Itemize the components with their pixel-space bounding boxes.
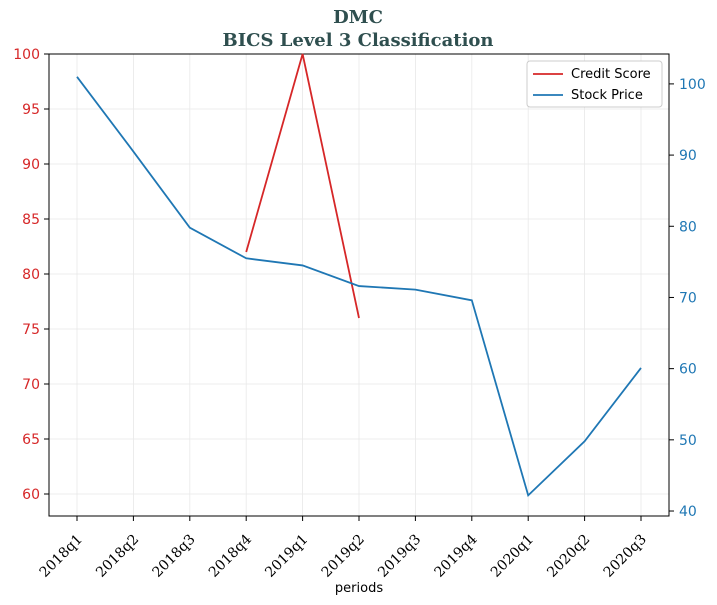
x-tick-label: 2019q3 [375, 532, 424, 581]
x-tick-label: 2020q3 [601, 532, 650, 581]
y-left-tick-label: 95 [22, 102, 40, 118]
y-left-tick-label: 70 [22, 377, 40, 393]
legend-label-stock-price: Stock Price [571, 88, 643, 103]
y-right-tick-label: 50 [679, 433, 697, 449]
x-tick-label: 2018q3 [149, 532, 198, 581]
credit-score-line [245, 53, 360, 319]
y-right-tick-label: 40 [679, 504, 697, 520]
x-tick-label: 2018q4 [206, 531, 255, 580]
series [76, 53, 642, 498]
y-left-tick-label: 65 [22, 432, 40, 448]
right-y-axis: 40 50 60 70 80 90 100 [669, 77, 706, 520]
y-left-tick-label: 75 [22, 322, 40, 338]
x-axis-label: periods [335, 581, 383, 596]
chart-subtitle: BICS Level 3 Classification [222, 30, 493, 51]
stock-price-line [76, 76, 642, 498]
grid [49, 53, 669, 516]
x-tick-label: 2018q2 [93, 532, 142, 581]
x-tick-label: 2020q1 [488, 532, 537, 581]
x-axis: 2018q1 2018q2 2018q3 2018q4 2019q1 2019q2 2019… [37, 516, 650, 581]
y-left-tick-label: 90 [22, 157, 40, 173]
x-tick-label: 2019q4 [431, 531, 480, 580]
x-tick-label: 2019q1 [262, 532, 311, 581]
y-right-tick-label: 60 [679, 362, 697, 378]
chart-title: DMC [333, 7, 383, 28]
x-tick-label: 2020q2 [544, 532, 593, 581]
left-y-axis: 60 65 70 75 80 85 90 95 100 [13, 47, 49, 503]
y-right-tick-label: 100 [679, 77, 706, 93]
y-right-tick-label: 90 [679, 148, 697, 164]
y-left-tick-label: 80 [22, 267, 40, 283]
y-right-tick-label: 80 [679, 219, 697, 235]
legend: Credit Score Stock Price [526, 60, 663, 108]
y-right-tick-label: 70 [679, 290, 697, 306]
y-left-tick-label: 85 [22, 212, 40, 228]
x-tick-label: 2018q1 [37, 532, 86, 581]
y-left-tick-label: 100 [13, 47, 40, 63]
legend-label-credit-score: Credit Score [571, 67, 651, 82]
y-left-tick-label: 60 [22, 487, 40, 503]
x-tick-label: 2019q2 [319, 532, 368, 581]
